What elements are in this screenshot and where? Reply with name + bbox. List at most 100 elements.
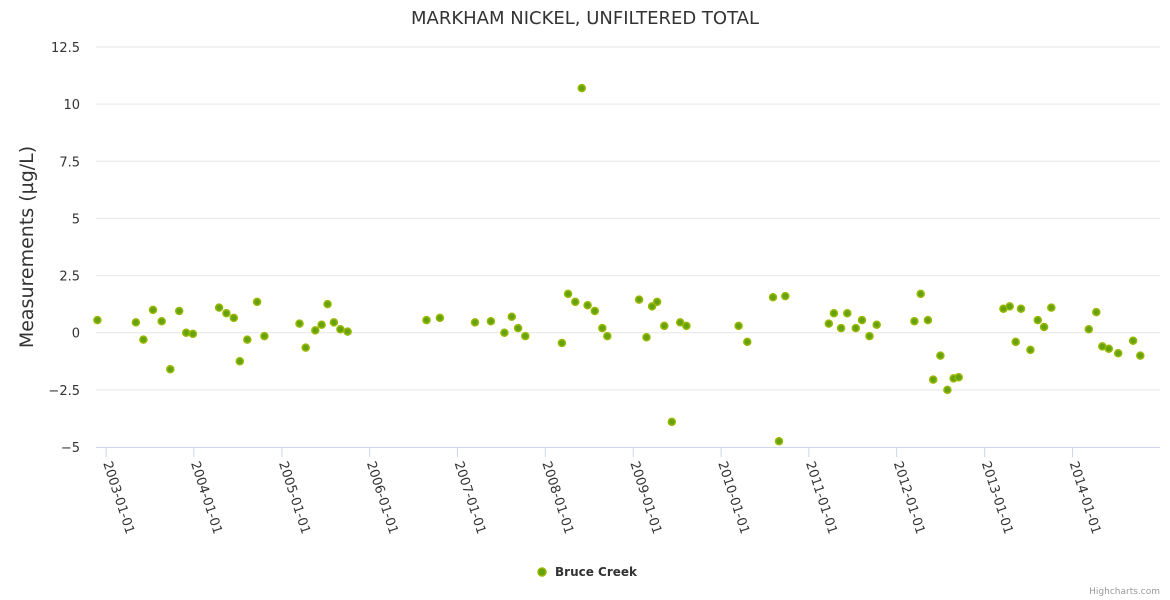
- data-point[interactable]: [851, 323, 861, 333]
- y-axis-labels: −5 −2.5 0 2.5 5 7.5 10 12.5: [48, 41, 80, 456]
- data-point[interactable]: [1005, 302, 1014, 311]
- data-point[interactable]: [1016, 304, 1026, 313]
- y-tick-label: −2.5: [48, 384, 80, 399]
- data-point[interactable]: [590, 306, 600, 316]
- data-point[interactable]: [928, 375, 938, 384]
- data-point[interactable]: [435, 313, 445, 323]
- data-point[interactable]: [923, 315, 933, 325]
- data-point[interactable]: [317, 320, 326, 329]
- chart-title: MARKHAM NICKEL, UNFILTERED TOTAL: [411, 8, 759, 29]
- data-point[interactable]: [174, 306, 184, 316]
- data-point[interactable]: [943, 385, 952, 395]
- data-point[interactable]: [836, 323, 846, 333]
- data-points: [93, 83, 1145, 446]
- data-point[interactable]: [557, 338, 567, 348]
- data-point[interactable]: [954, 373, 963, 382]
- data-point[interactable]: [93, 315, 102, 325]
- data-point[interactable]: [513, 323, 523, 333]
- data-point[interactable]: [422, 315, 431, 325]
- data-point[interactable]: [260, 331, 269, 341]
- y-tick-label: 12.5: [51, 41, 80, 56]
- data-point[interactable]: [577, 83, 587, 93]
- data-point[interactable]: [1033, 315, 1043, 325]
- data-point[interactable]: [329, 318, 339, 327]
- data-point[interactable]: [829, 309, 839, 318]
- data-point[interactable]: [936, 351, 945, 360]
- data-point[interactable]: [768, 293, 778, 302]
- data-point[interactable]: [222, 309, 231, 318]
- data-point[interactable]: [235, 357, 245, 366]
- data-point[interactable]: [336, 325, 345, 334]
- data-point[interactable]: [1136, 351, 1145, 360]
- data-point[interactable]: [301, 343, 310, 352]
- data-point[interactable]: [667, 417, 677, 427]
- data-point[interactable]: [470, 318, 480, 327]
- data-point[interactable]: [1092, 307, 1101, 317]
- data-point[interactable]: [323, 299, 332, 309]
- data-point[interactable]: [824, 319, 834, 328]
- data-point[interactable]: [583, 301, 592, 310]
- data-point[interactable]: [642, 333, 651, 342]
- data-point[interactable]: [1084, 325, 1094, 334]
- data-point[interactable]: [647, 302, 657, 311]
- data-point[interactable]: [910, 317, 919, 326]
- data-point[interactable]: [1047, 303, 1056, 312]
- data-point[interactable]: [774, 437, 784, 446]
- data-point[interactable]: [1039, 322, 1049, 332]
- data-point[interactable]: [865, 331, 874, 341]
- y-tick-label: −5: [61, 441, 80, 456]
- data-point[interactable]: [1113, 349, 1123, 358]
- data-point[interactable]: [243, 335, 252, 344]
- data-point[interactable]: [563, 289, 573, 299]
- data-point[interactable]: [781, 291, 790, 301]
- y-tick-label: 2.5: [59, 270, 80, 285]
- data-point[interactable]: [843, 309, 852, 318]
- legend[interactable]: Bruce Creek: [537, 565, 638, 579]
- data-point[interactable]: [148, 305, 158, 315]
- data-point[interactable]: [571, 297, 580, 307]
- data-point[interactable]: [1011, 337, 1020, 347]
- data-point[interactable]: [252, 297, 262, 307]
- data-point[interactable]: [521, 331, 530, 341]
- data-point[interactable]: [660, 321, 669, 331]
- credits-link[interactable]: Highcharts.com: [1089, 587, 1160, 597]
- data-point[interactable]: [229, 313, 239, 323]
- data-point[interactable]: [682, 321, 691, 331]
- data-point[interactable]: [1104, 344, 1114, 353]
- y-axis-title: Measurements (µg/L): [16, 146, 38, 348]
- gridlines: [96, 46, 1160, 391]
- data-point[interactable]: [507, 312, 517, 321]
- data-point[interactable]: [131, 318, 141, 327]
- y-tick-label: 5: [72, 212, 80, 227]
- data-point[interactable]: [1026, 345, 1035, 355]
- y-tick-label: 10: [63, 98, 80, 113]
- legend-label[interactable]: Bruce Creek: [555, 565, 638, 579]
- data-point[interactable]: [857, 315, 867, 325]
- data-point[interactable]: [295, 319, 304, 328]
- data-point[interactable]: [603, 331, 612, 341]
- data-point[interactable]: [675, 318, 685, 327]
- data-point[interactable]: [916, 289, 925, 299]
- data-point[interactable]: [486, 317, 496, 326]
- legend-marker: [537, 567, 547, 577]
- data-point[interactable]: [734, 321, 743, 331]
- data-point[interactable]: [139, 335, 148, 344]
- data-point[interactable]: [872, 320, 881, 329]
- data-point[interactable]: [157, 317, 166, 326]
- data-point[interactable]: [311, 326, 320, 335]
- data-point[interactable]: [343, 327, 352, 336]
- data-point[interactable]: [214, 303, 224, 312]
- x-axis-ticks: [105, 447, 1073, 457]
- data-point[interactable]: [188, 329, 198, 339]
- data-point[interactable]: [634, 295, 644, 304]
- y-tick-label: 7.5: [59, 155, 80, 170]
- data-point[interactable]: [743, 337, 752, 347]
- data-point[interactable]: [652, 297, 662, 307]
- data-point[interactable]: [181, 328, 191, 337]
- data-point[interactable]: [166, 365, 175, 374]
- data-point[interactable]: [1128, 336, 1138, 345]
- data-point[interactable]: [598, 323, 607, 333]
- data-point[interactable]: [500, 328, 509, 337]
